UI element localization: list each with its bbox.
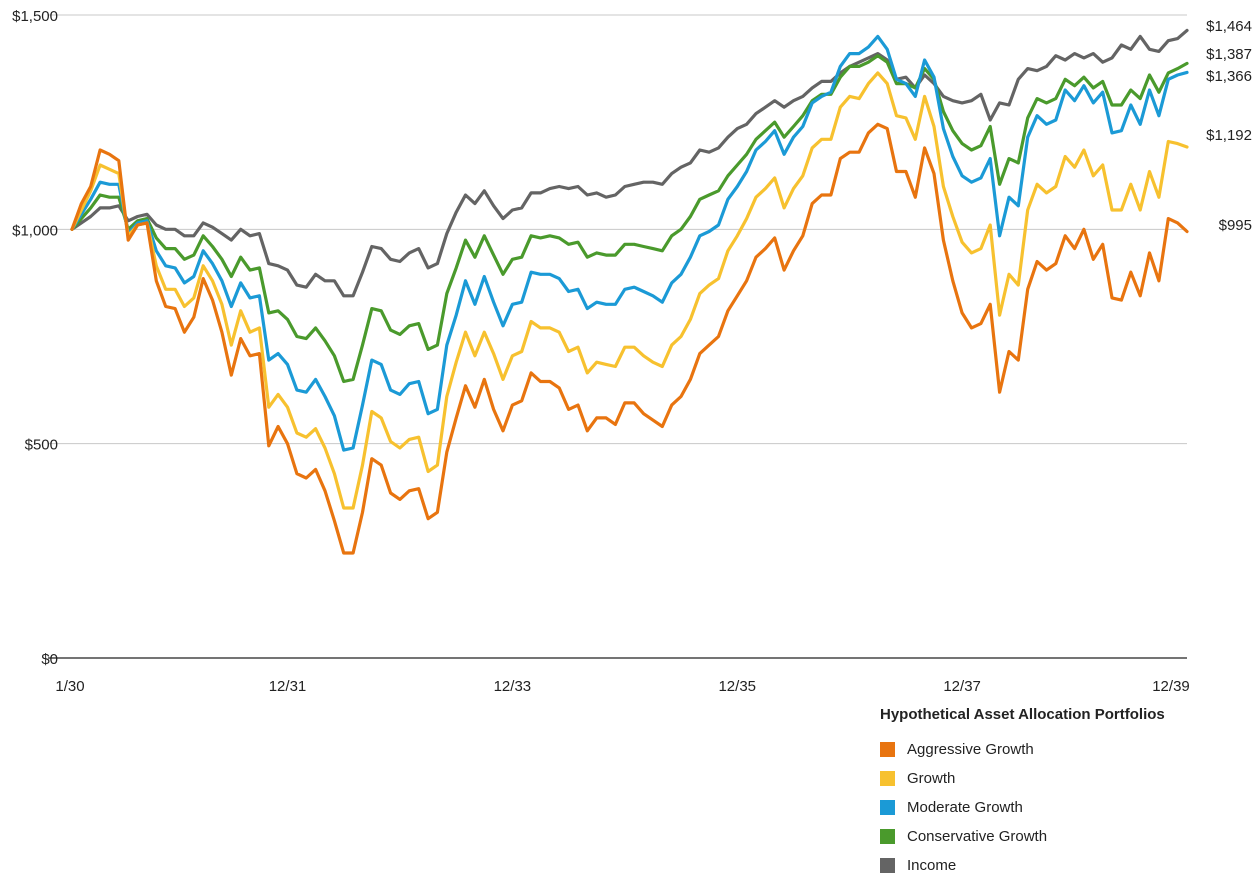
- legend: Hypothetical Asset Allocation Portfolios…: [880, 706, 1210, 880]
- legend-swatch: [880, 858, 895, 873]
- legend-item: Moderate Growth: [880, 793, 1210, 822]
- legend-swatch: [880, 829, 895, 844]
- y-tick-label: $500: [25, 437, 58, 454]
- legend-item: Growth: [880, 764, 1210, 793]
- series-lines: [70, 28, 1189, 555]
- x-tick-label: 12/35: [718, 678, 756, 695]
- series-end-label: $1,192: [1206, 127, 1252, 144]
- series-end-label: $995: [1219, 217, 1252, 234]
- series-end-label: $1,366: [1206, 68, 1252, 85]
- x-tick-label: 12/39: [1152, 678, 1190, 695]
- y-tick-label: $1,000: [12, 222, 58, 239]
- legend-swatch: [880, 742, 895, 757]
- x-tick-label: 12/37: [943, 678, 981, 695]
- legend-label: Moderate Growth: [907, 799, 1023, 816]
- legend-item: Conservative Growth: [880, 822, 1210, 851]
- series-end-label: $1,464: [1206, 18, 1252, 35]
- legend-item: Income: [880, 851, 1210, 880]
- series-line: [70, 28, 1189, 298]
- series-end-label: $1,387: [1206, 46, 1252, 63]
- series-line: [70, 71, 1189, 510]
- series-line: [70, 122, 1189, 555]
- gridlines: [48, 14, 1187, 445]
- series-line: [70, 34, 1189, 452]
- y-axis-tick-labels: $0 $500 $1,000 $1,500: [12, 8, 58, 668]
- legend-label: Growth: [907, 770, 956, 787]
- x-tick-label: 1/30: [55, 678, 84, 695]
- legend-label: Income: [907, 857, 957, 874]
- series-line: [70, 54, 1189, 384]
- y-tick-label: $1,500: [12, 8, 58, 25]
- legend-item: Aggressive Growth: [880, 735, 1210, 764]
- series-end-labels: $1,464 $1,387 $1,366 $1,192 $995: [1206, 18, 1252, 234]
- x-tick-label: 12/31: [269, 678, 307, 695]
- legend-items: Aggressive Growth Growth Moderate Growth Co…: [880, 735, 1210, 880]
- x-tick-label: 12/33: [494, 678, 532, 695]
- legend-title: Hypothetical Asset Allocation Portfolios: [880, 706, 1165, 723]
- x-axis-tick-labels: 1/30 12/31 12/33 12/35 12/37 12/39: [55, 678, 1189, 695]
- legend-swatch: [880, 771, 895, 786]
- y-tick-label: $0: [41, 651, 58, 668]
- legend-label: Aggressive Growth: [907, 741, 1034, 758]
- legend-swatch: [880, 800, 895, 815]
- legend-label: Conservative Growth: [907, 828, 1048, 845]
